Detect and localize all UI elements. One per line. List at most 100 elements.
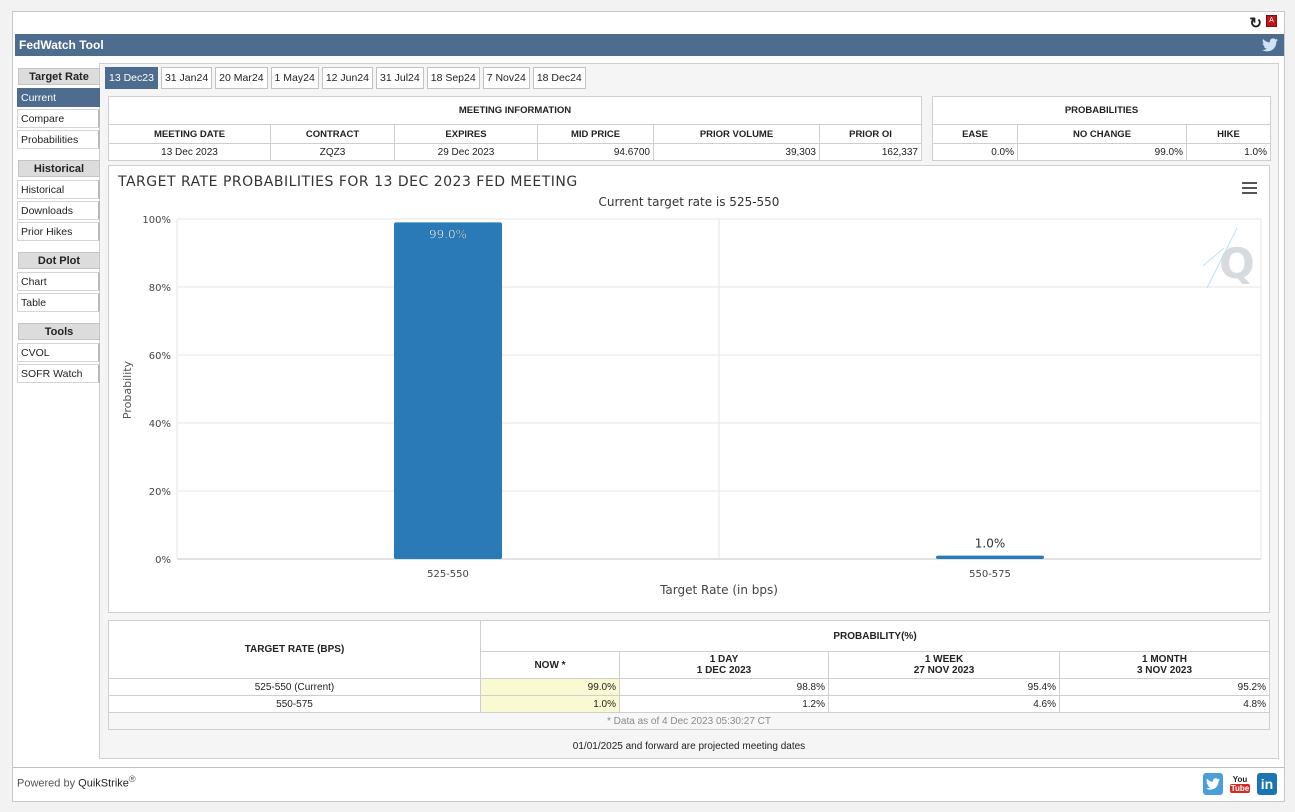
registered-mark: ® — [128, 774, 136, 784]
probabilities-table: PROBABILITIES EASE NO CHANGE HIKE 0.0% 9… — [932, 96, 1271, 161]
table-row: 525-550 (Current) 99.0% 98.8% 95.4% 95.2… — [108, 678, 1270, 696]
pdf-icon[interactable]: A — [1266, 15, 1277, 27]
meeting-tabs: 13 Dec23 31 Jan24 20 Mar24 1 May24 12 Jun24 3… — [105, 67, 589, 89]
y-tick-label: 60% — [149, 351, 171, 362]
sidebar-item-historical[interactable]: Historical — [17, 180, 100, 199]
meeting-info-table: MEETING INFORMATION MEETING DATE CONTRAC… — [108, 96, 922, 161]
meeting-date-value: 13 Dec 2023 — [108, 143, 271, 161]
x-axis-label: Target Rate (in bps) — [659, 583, 778, 597]
app-title: FedWatch Tool — [19, 38, 104, 52]
sidebar-item-current[interactable]: Current — [17, 88, 100, 107]
tab-18-dec24[interactable]: 18 Dec24 — [532, 67, 586, 89]
youtube-icon-bottom: Tube — [1230, 784, 1250, 793]
prior-oi-value: 162,337 — [819, 143, 922, 161]
sidebar-item-probabilities[interactable]: Probabilities — [17, 130, 100, 149]
sidebar-item-table[interactable]: Table — [17, 293, 100, 312]
meeting-info-title: MEETING INFORMATION — [108, 96, 922, 125]
col-hike: HIKE — [1186, 124, 1271, 144]
twitter-share-icon[interactable] — [1203, 773, 1223, 795]
sidebar-item-downloads[interactable]: Downloads — [17, 201, 100, 220]
bar-data-label: 1.0% — [975, 537, 1006, 551]
chart-menu-icon[interactable] — [1242, 182, 1257, 194]
twitter-icon[interactable] — [1262, 38, 1278, 52]
top-toolbar: ↻ A — [13, 12, 1284, 34]
rate-cell: 550-575 — [108, 695, 481, 713]
col-1-day-date: 1 DEC 2023 — [696, 665, 752, 676]
col-1-day-title: 1 DAY — [709, 654, 739, 665]
y-tick-label: 80% — [149, 283, 171, 294]
hike-value: 1.0% — [1186, 143, 1271, 161]
x-tick-label: 550-575 — [969, 569, 1011, 580]
col-target-rate: TARGET RATE (BPS) — [108, 620, 481, 679]
title-bar: FedWatch Tool — [15, 34, 1284, 56]
sidebar-item-compare[interactable]: Compare — [17, 109, 100, 128]
y-axis-label: Probability — [121, 360, 134, 419]
chart-subtitle: Current target rate is 525-550 — [599, 195, 780, 209]
rate-cell: 525-550 (Current) — [108, 678, 481, 696]
sidebar-heading: Target Rate — [18, 68, 100, 85]
youtube-icon[interactable]: You Tube — [1230, 773, 1250, 795]
y-tick-label: 40% — [149, 419, 171, 430]
sidebar-item-prior-hikes[interactable]: Prior Hikes — [17, 222, 100, 241]
month-cell: 95.2% — [1059, 678, 1270, 696]
sidebar-item-cvol[interactable]: CVOL — [17, 343, 100, 362]
col-1-week: 1 WEEK 27 NOV 2023 — [828, 651, 1060, 679]
powered-by: Powered by QuikStrike® — [17, 774, 136, 790]
svg-text:Q: Q — [1219, 239, 1255, 288]
x-tick-label: 525-550 — [427, 569, 469, 580]
col-expires: EXPIRES — [394, 124, 538, 144]
prior-volume-value: 39,303 — [653, 143, 820, 161]
contract-value: ZQZ3 — [270, 143, 395, 161]
tab-20-mar24[interactable]: 20 Mar24 — [215, 67, 268, 89]
col-1-month-date: 3 NOV 2023 — [1136, 665, 1193, 676]
no-change-value: 99.0% — [1017, 143, 1187, 161]
day-cell: 98.8% — [619, 678, 829, 696]
powered-by-label: Powered by — [17, 777, 76, 790]
chart-bar — [936, 555, 1044, 559]
y-tick-label: 0% — [155, 555, 171, 566]
chart-title: TARGET RATE PROBABILITIES FOR 13 DEC 202… — [117, 174, 578, 190]
y-tick-label: 100% — [142, 215, 171, 226]
tab-12-jun24[interactable]: 12 Jun24 — [321, 67, 374, 89]
tab-13-dec23[interactable]: 13 Dec23 — [105, 67, 158, 89]
sidebar-heading: Tools — [18, 323, 100, 340]
col-ease: EASE — [932, 124, 1018, 144]
col-prior-volume: PRIOR VOLUME — [653, 124, 820, 144]
chart-container: TARGET RATE PROBABILITIES FOR 13 DEC 202… — [108, 165, 1270, 613]
youtube-icon-top: You — [1232, 775, 1248, 784]
sidebar-heading: Dot Plot — [18, 252, 100, 269]
quikstrike-link[interactable]: QuikStrike — [78, 777, 129, 790]
app-frame: ↻ A FedWatch Tool Target Rate Current Comp… — [12, 11, 1285, 802]
tab-7-nov24[interactable]: 7 Nov24 — [482, 67, 530, 89]
reload-icon[interactable]: ↻ — [1249, 15, 1262, 32]
expires-value: 29 Dec 2023 — [394, 143, 538, 161]
footer-divider — [13, 767, 1284, 768]
now-cell: 99.0% — [480, 678, 620, 696]
sidebar-item-chart[interactable]: Chart — [17, 272, 100, 291]
rate-probability-table: TARGET RATE (BPS) PROBABILITY(%) NOW * 1… — [108, 620, 1270, 730]
col-contract: CONTRACT — [270, 124, 395, 144]
data-timestamp-note: * Data as of 4 Dec 2023 05:30:27 CT — [108, 712, 1270, 730]
probabilities-title: PROBABILITIES — [932, 96, 1271, 125]
tab-1-may24[interactable]: 1 May24 — [270, 67, 319, 89]
col-probability-group: PROBABILITY(%) — [480, 620, 1270, 652]
tab-31-jan24[interactable]: 31 Jan24 — [160, 67, 213, 89]
sidebar-heading: Historical — [18, 160, 100, 177]
col-meeting-date: MEETING DATE — [108, 124, 271, 144]
sidebar-item-sofr-watch[interactable]: SOFR Watch — [17, 364, 100, 383]
col-1-week-title: 1 WEEK — [924, 654, 964, 665]
sidebar: Target Rate Current Compare Probabilities Hi… — [17, 68, 100, 385]
tab-31-jul24[interactable]: 31 Jul24 — [376, 67, 424, 89]
watermark-q-icon: Q — [1202, 227, 1255, 289]
table-row: 550-575 1.0% 1.2% 4.6% 4.8% — [108, 695, 1270, 713]
week-cell: 4.6% — [828, 695, 1060, 713]
col-1-day: 1 DAY 1 DEC 2023 — [619, 651, 829, 679]
col-mid-price: MID PRICE — [537, 124, 654, 144]
projected-dates-note: 01/01/2025 and forward are projected mee… — [572, 741, 806, 752]
tab-18-sep24[interactable]: 18 Sep24 — [426, 67, 480, 89]
col-prior-oi: PRIOR OI — [819, 124, 922, 144]
week-cell: 95.4% — [828, 678, 1060, 696]
bar-data-label: 99.0% — [429, 227, 467, 241]
chart-bar — [394, 222, 502, 559]
linkedin-icon[interactable]: in — [1257, 773, 1277, 795]
